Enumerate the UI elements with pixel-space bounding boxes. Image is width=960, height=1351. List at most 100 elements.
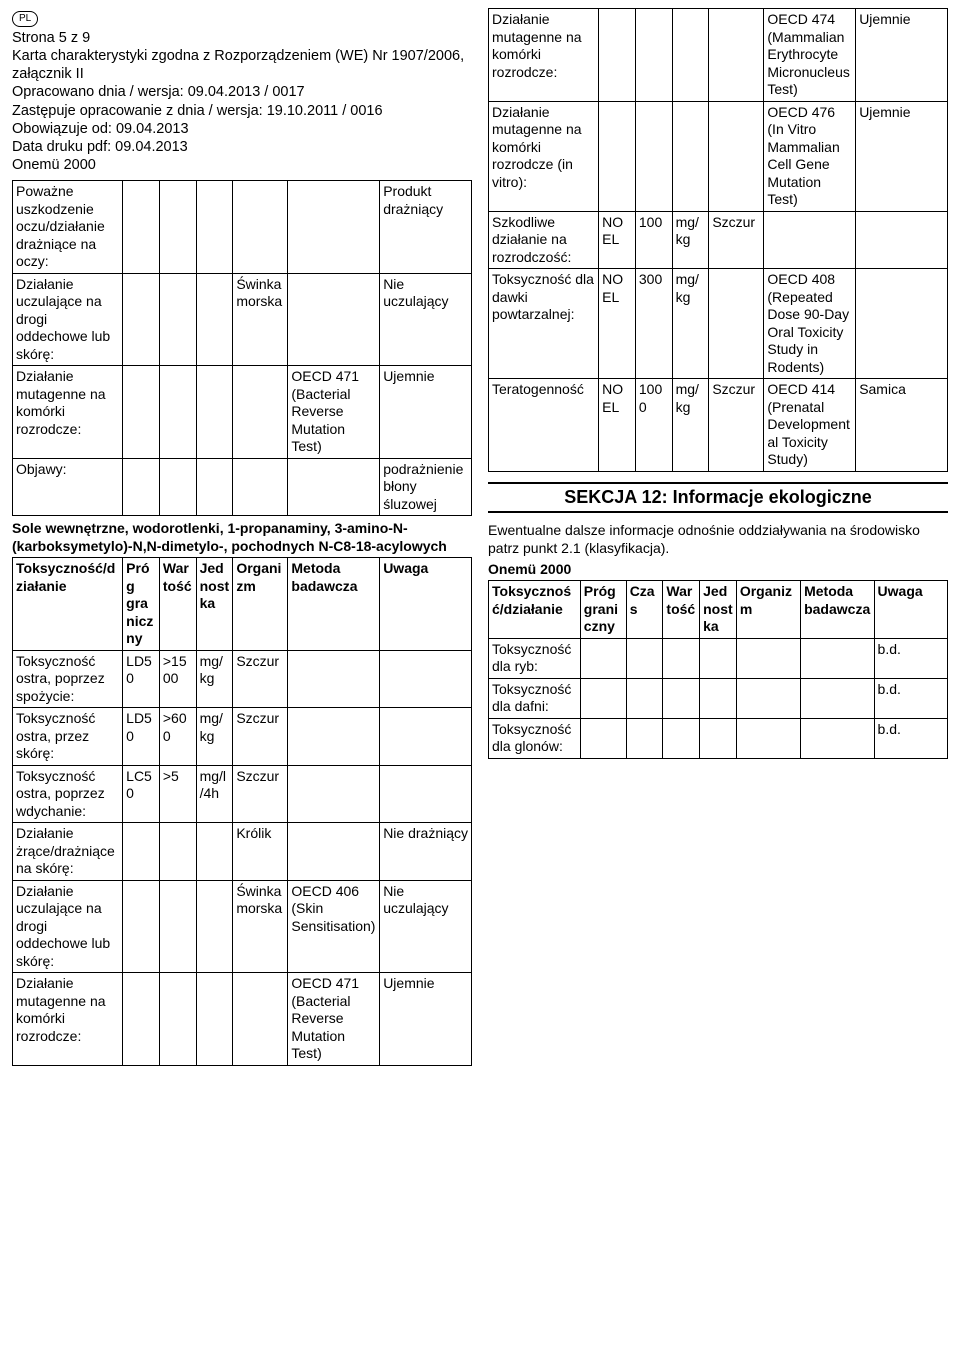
cell <box>580 638 626 678</box>
cell <box>663 678 700 718</box>
section-12-intro: Ewentualne dalsze informacje odnośnie od… <box>488 521 948 557</box>
col-note: Uwaga <box>380 558 472 651</box>
cell: >600 <box>159 708 196 766</box>
cell <box>700 638 737 678</box>
table-row: Działanie mutagenne na komórki rozrodcze… <box>489 101 948 211</box>
cell <box>635 9 672 102</box>
header-line-replaces: Zastępuje opracowanie z dnia / wersja: 1… <box>12 102 472 120</box>
substance-name: Sole wewnętrzne, wodorotlenki, 1-propana… <box>12 520 472 555</box>
cell <box>736 638 800 678</box>
table-row: Działanie mutagenne na komórki rozrodcze… <box>489 9 948 102</box>
page-root: PL Strona 5 z 9 Karta charakterystyki zg… <box>0 0 960 1078</box>
section-12-product: Onemü 2000 <box>488 561 948 579</box>
table-row: Działanie uczulające na drogi oddechowe … <box>13 880 472 973</box>
cell: Szczur <box>233 708 288 766</box>
cell <box>635 101 672 211</box>
cell: OECD 406 (Skin Sensitisation) <box>288 880 380 973</box>
cell <box>764 211 856 269</box>
cell: Ujemnie <box>856 101 948 211</box>
cell <box>288 765 380 823</box>
cell: >1500 <box>159 650 196 708</box>
table-row: Działanie mutagenne na komórki rozrodcze… <box>13 366 472 459</box>
cell <box>580 718 626 758</box>
cell <box>599 9 636 102</box>
table-row: Toksyczność dla dafni: b.d. <box>489 678 948 718</box>
col-threshold: Próg graniczny <box>580 581 626 639</box>
cell: 100 <box>635 211 672 269</box>
table-header-row: Toksyczność/działanie Próg graniczny War… <box>13 558 472 651</box>
table-row: Poważne uszkodzenie oczu/działanie drażn… <box>13 181 472 274</box>
cell: OECD 414 (Prenatal Developmental Toxicit… <box>764 379 856 472</box>
col-threshold: Próg graniczny <box>123 558 160 651</box>
cell <box>196 273 233 366</box>
cell: b.d. <box>874 638 947 678</box>
cell: Szczur <box>709 379 764 472</box>
cell <box>599 101 636 211</box>
cell <box>288 708 380 766</box>
cell <box>801 718 874 758</box>
cell <box>196 366 233 459</box>
language-badge: PL <box>12 11 38 27</box>
cell <box>380 708 472 766</box>
cell: Ujemnie <box>380 973 472 1066</box>
cell: LD50 <box>123 708 160 766</box>
cell <box>672 101 709 211</box>
cell: OECD 471 (Bacterial Reverse Mutation Tes… <box>288 973 380 1066</box>
cell: NOEL <box>599 211 636 269</box>
cell: Toksyczność dla dawki powtarzalnej: <box>489 269 599 379</box>
cell: Toksyczność dla glonów: <box>489 718 581 758</box>
cell: LC50 <box>123 765 160 823</box>
cell <box>801 638 874 678</box>
cell: mg/kg <box>672 379 709 472</box>
cell <box>700 718 737 758</box>
cell <box>123 880 160 973</box>
cell: mg/l/4h <box>196 765 233 823</box>
cell-note: Ujemnie <box>380 366 472 459</box>
table-header-row: Toksyczność/działanie Próg graniczny Cza… <box>489 581 948 639</box>
cell <box>288 181 380 274</box>
cell: OECD 408 (Repeated Dose 90-Day Oral Toxi… <box>764 269 856 379</box>
document-header: Strona 5 z 9 Karta charakterystyki zgodn… <box>12 29 472 174</box>
col-time: Czas <box>626 581 663 639</box>
eco-tox-table: Toksyczność/działanie Próg graniczny Cza… <box>488 580 948 759</box>
section-12-title: SEKCJA 12: Informacje ekologiczne <box>488 482 948 513</box>
cell <box>159 823 196 881</box>
cell-note: podrażnienie błony śluzowej <box>380 458 472 516</box>
header-line-page: Strona 5 z 9 <box>12 29 472 47</box>
cell: NOEL <box>599 269 636 379</box>
cell: Toksyczność dla ryb: <box>489 638 581 678</box>
cell: Szczur <box>233 765 288 823</box>
cell <box>123 366 160 459</box>
cell: Świnka morska <box>233 880 288 973</box>
cell-effect: Działanie mutagenne na komórki rozrodcze… <box>13 366 123 459</box>
cell: Działanie uczulające na drogi oddechowe … <box>13 880 123 973</box>
cell: b.d. <box>874 678 947 718</box>
tox-table-right-cont: Działanie mutagenne na komórki rozrodcze… <box>488 8 948 472</box>
cell <box>288 458 380 516</box>
cell: Toksyczność ostra, poprzez spożycie: <box>13 650 123 708</box>
cell: Szczur <box>233 650 288 708</box>
tox-table-continuation: Poważne uszkodzenie oczu/działanie drażn… <box>12 180 472 516</box>
cell <box>233 973 288 1066</box>
cell <box>288 823 380 881</box>
cell <box>159 273 196 366</box>
cell: b.d. <box>874 718 947 758</box>
cell <box>380 650 472 708</box>
table-row: Teratogenność NOEL 1000 mg/kg Szczur OEC… <box>489 379 948 472</box>
cell-effect: Poważne uszkodzenie oczu/działanie drażn… <box>13 181 123 274</box>
cell: Nie drażniący <box>380 823 472 881</box>
table-row: Działanie mutagenne na komórki rozrodcze… <box>13 973 472 1066</box>
cell <box>626 638 663 678</box>
cell <box>709 101 764 211</box>
cell <box>159 366 196 459</box>
header-line-valid: Obowiązuje od: 09.04.2013 <box>12 120 472 138</box>
cell: Toksyczność dla dafni: <box>489 678 581 718</box>
cell <box>700 678 737 718</box>
table-row: Działanie uczulające na drogi oddechowe … <box>13 273 472 366</box>
table-row: Szkodliwe działanie na rozrodczość: NOEL… <box>489 211 948 269</box>
tox-table-substance2: Toksyczność/działanie Próg graniczny War… <box>12 557 472 1066</box>
cell: Szczur <box>709 211 764 269</box>
table-row: Toksyczność dla glonów: b.d. <box>489 718 948 758</box>
col-organism: Organizm <box>736 581 800 639</box>
cell <box>159 973 196 1066</box>
